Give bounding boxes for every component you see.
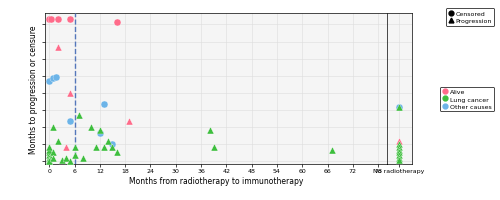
Point bbox=[52, 76, 60, 79]
Point bbox=[54, 46, 62, 50]
Point bbox=[58, 158, 66, 161]
Y-axis label: Months to progression or censure: Months to progression or censure bbox=[29, 25, 38, 153]
Point bbox=[88, 126, 96, 129]
Point bbox=[395, 143, 403, 146]
Point bbox=[126, 120, 134, 123]
Point bbox=[395, 106, 403, 109]
Legend: Censored, Progression: Censored, Progression bbox=[446, 9, 494, 27]
Point bbox=[108, 143, 116, 146]
Point bbox=[79, 157, 87, 160]
Point bbox=[395, 157, 403, 160]
Point bbox=[395, 158, 403, 161]
Point bbox=[66, 160, 74, 163]
Point bbox=[45, 145, 53, 149]
Point bbox=[45, 18, 53, 21]
Point bbox=[66, 18, 74, 21]
Point bbox=[62, 145, 70, 149]
Point bbox=[104, 140, 112, 143]
Legend: Alive, Lung cancer, Other causes: Alive, Lung cancer, Other causes bbox=[440, 87, 494, 112]
Point bbox=[328, 148, 336, 151]
X-axis label: Months from radiotherapy to immunotherapy: Months from radiotherapy to immunotherap… bbox=[128, 176, 303, 185]
Point bbox=[74, 114, 82, 117]
Point bbox=[54, 18, 62, 21]
Point bbox=[50, 126, 58, 129]
Point bbox=[50, 151, 58, 154]
Point bbox=[112, 21, 120, 24]
Point bbox=[96, 131, 104, 134]
Point bbox=[45, 148, 53, 151]
Point bbox=[395, 148, 403, 151]
Point bbox=[206, 128, 214, 132]
Point bbox=[66, 120, 74, 123]
Point bbox=[112, 151, 120, 154]
Point bbox=[45, 154, 53, 157]
Point bbox=[96, 128, 104, 132]
Point bbox=[70, 154, 78, 157]
Point bbox=[395, 151, 403, 154]
Point bbox=[50, 157, 58, 160]
Point bbox=[45, 160, 53, 163]
Point bbox=[45, 80, 53, 84]
Point bbox=[100, 145, 108, 149]
Point bbox=[45, 151, 53, 154]
Point bbox=[210, 145, 218, 149]
Point bbox=[62, 157, 70, 160]
Point bbox=[45, 157, 53, 160]
Point bbox=[395, 154, 403, 157]
Point bbox=[92, 145, 100, 149]
Point bbox=[395, 106, 403, 109]
Point bbox=[108, 145, 116, 149]
Point bbox=[50, 77, 58, 81]
Point bbox=[66, 92, 74, 95]
Point bbox=[54, 140, 62, 143]
Point bbox=[395, 140, 403, 143]
Point bbox=[45, 158, 53, 161]
Point bbox=[48, 18, 56, 21]
Point bbox=[395, 145, 403, 149]
Point bbox=[100, 103, 108, 106]
Point bbox=[70, 145, 78, 149]
